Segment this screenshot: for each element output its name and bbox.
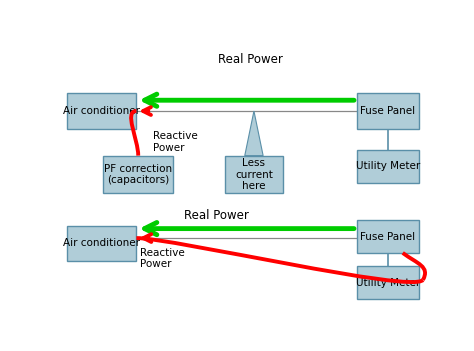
Text: Air conditioner: Air conditioner: [63, 238, 140, 249]
Text: Reactive
Power: Reactive Power: [140, 247, 185, 269]
Text: Fuse Panel: Fuse Panel: [360, 232, 416, 242]
Text: Utility Meter: Utility Meter: [356, 161, 420, 171]
Text: Real Power: Real Power: [184, 208, 249, 221]
FancyBboxPatch shape: [357, 266, 419, 299]
Text: Reactive
Power: Reactive Power: [153, 131, 198, 153]
Text: PF correction
(capacitors): PF correction (capacitors): [104, 164, 172, 185]
FancyBboxPatch shape: [357, 150, 419, 183]
Polygon shape: [245, 111, 263, 155]
FancyBboxPatch shape: [357, 93, 419, 128]
FancyBboxPatch shape: [225, 155, 283, 193]
FancyBboxPatch shape: [357, 220, 419, 253]
FancyBboxPatch shape: [103, 155, 173, 193]
Text: Utility Meter: Utility Meter: [356, 278, 420, 288]
Text: Fuse Panel: Fuse Panel: [360, 106, 416, 116]
Text: Air conditioner: Air conditioner: [63, 106, 140, 116]
Text: Less
current
here: Less current here: [235, 158, 273, 191]
FancyBboxPatch shape: [66, 93, 137, 128]
Text: Real Power: Real Power: [218, 53, 283, 66]
FancyBboxPatch shape: [66, 226, 137, 261]
